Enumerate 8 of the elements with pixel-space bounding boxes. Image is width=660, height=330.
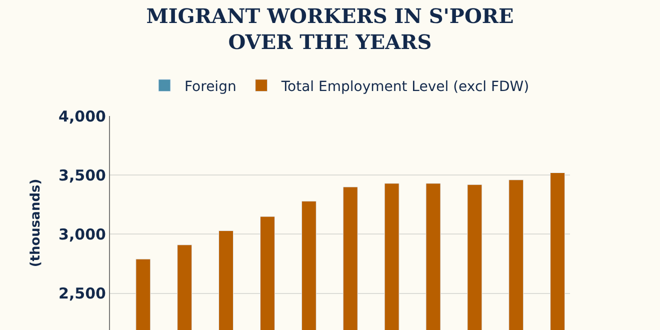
legend-label: Total Employment Level (excl FDW)	[280, 78, 530, 95]
y-tick-label: 3,000	[58, 225, 106, 244]
chart-title: MIGRANT WORKERS IN S'PORE OVER THE YEARS	[146, 4, 514, 54]
y-axis-title: (thousands)	[28, 178, 44, 268]
y-tick-label: 2,500	[58, 284, 106, 303]
y-tick-label: 3,500	[58, 166, 106, 184]
legend-label: Foreign	[184, 78, 236, 95]
y-tick-label: 4,000	[58, 107, 106, 126]
